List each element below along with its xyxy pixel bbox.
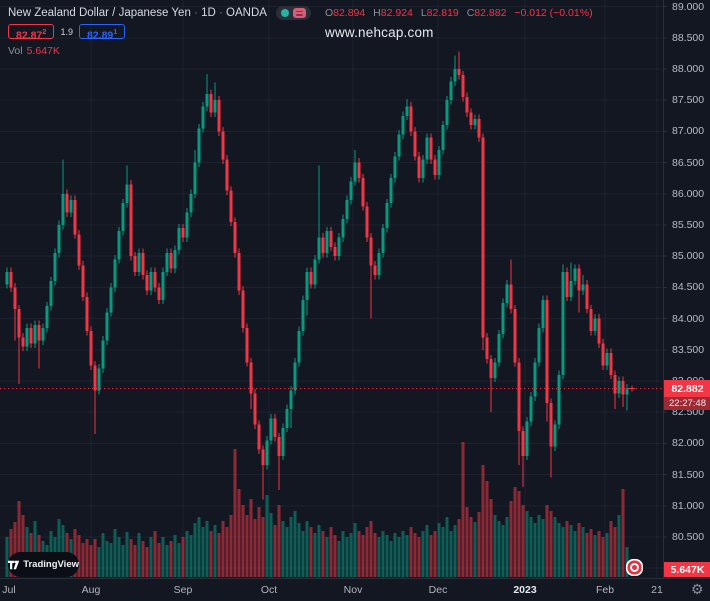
close-value: 82.882	[474, 7, 507, 19]
price-axis-label: 88.000	[672, 63, 705, 75]
bar-countdown-badge: 22:27:48	[664, 397, 710, 410]
price-axis[interactable]: 82.882 22:27:48 5.647K 89.000 88.500 88.00…	[663, 0, 710, 578]
record-dot-marker	[632, 565, 637, 570]
exchange-label: OANDA	[226, 7, 267, 19]
price-axis-label: 82.000	[672, 437, 705, 450]
volume-label: Vol	[8, 45, 23, 57]
symbol-header: New Zealand Dollar / Japanese Yen · 1D ·…	[8, 6, 593, 20]
open-label: O	[324, 7, 334, 19]
low-label: L	[420, 7, 427, 19]
price-axis-label: 87.000	[672, 125, 705, 138]
tradingview-logo-text: TradingView	[23, 559, 79, 570]
time-axis-label: Feb	[595, 584, 615, 596]
time-axis-label: Sep	[173, 584, 193, 596]
volume-value: 5.647K	[26, 45, 60, 57]
market-open-dot	[280, 9, 289, 17]
tradingview-mark-icon	[8, 560, 20, 569]
current-price-badge: 82.882	[664, 380, 710, 397]
quote-panel: 82.872 1.9 82.891	[8, 24, 126, 41]
watermark: www.nehcap.com	[325, 25, 434, 40]
interval-label[interactable]: 1D	[201, 7, 216, 19]
buy-button[interactable]: 82.891	[78, 24, 126, 41]
volume-indicator-row: Vol 5.647K	[8, 45, 60, 57]
ohlc-values: O82.894 H82.924 L82.819 C82.882 −0.012 (…	[320, 7, 593, 19]
price-axis-label: 84.500	[672, 281, 705, 294]
price-axis-label: 81.500	[672, 468, 705, 481]
volume-axis-badge: 5.647K	[664, 562, 710, 577]
change-value: −0.012 (−0.01%)	[514, 7, 593, 19]
price-axis-label: 87.500	[672, 94, 705, 107]
time-axis-label: 2023	[513, 584, 537, 596]
time-axis-label: Nov	[343, 584, 363, 596]
price-axis-label: 81.000	[672, 499, 705, 512]
price-axis-label: 85.000	[672, 250, 705, 263]
separator-dot: ·	[194, 7, 198, 19]
high-value: 82.924	[380, 7, 413, 19]
time-axis-label: Jul	[2, 584, 16, 596]
time-axis[interactable]: ⚙ Jul Aug Sep Oct Nov Dec 2023 Feb 21	[0, 578, 710, 601]
time-axis-label: Oct	[260, 584, 278, 596]
time-axis-label: Aug	[81, 584, 101, 596]
gear-icon[interactable]: ⚙	[691, 581, 704, 597]
chart-status-pill[interactable]	[275, 6, 311, 20]
price-axis-label: 85.500	[672, 219, 705, 231]
high-label: H	[373, 7, 381, 19]
price-axis-label: 83.500	[672, 343, 705, 356]
tradingview-logo[interactable]: TradingView	[8, 552, 79, 577]
open-value: 82.894	[333, 7, 366, 19]
symbol-name: New Zealand Dollar / Japanese Yen	[8, 7, 191, 19]
price-axis-label: 80.500	[672, 531, 705, 543]
price-axis-label: 86.500	[672, 156, 705, 169]
panel-list-icon	[292, 8, 306, 18]
spread-value: 1.9	[60, 26, 73, 37]
price-axis-label: 88.500	[672, 31, 705, 44]
sell-button[interactable]: 82.872	[8, 24, 55, 41]
low-value: 82.819	[426, 7, 459, 19]
time-axis-label: Dec	[428, 584, 448, 596]
price-axis-label: 86.000	[672, 187, 705, 200]
close-label: C	[466, 7, 475, 19]
separator-dot: ·	[219, 7, 223, 19]
price-axis-label: 84.000	[672, 312, 705, 325]
time-axis-label: 21	[651, 584, 663, 596]
price-axis-label: 89.000	[672, 0, 705, 13]
symbol-title[interactable]: New Zealand Dollar / Japanese Yen · 1D ·…	[8, 7, 267, 19]
